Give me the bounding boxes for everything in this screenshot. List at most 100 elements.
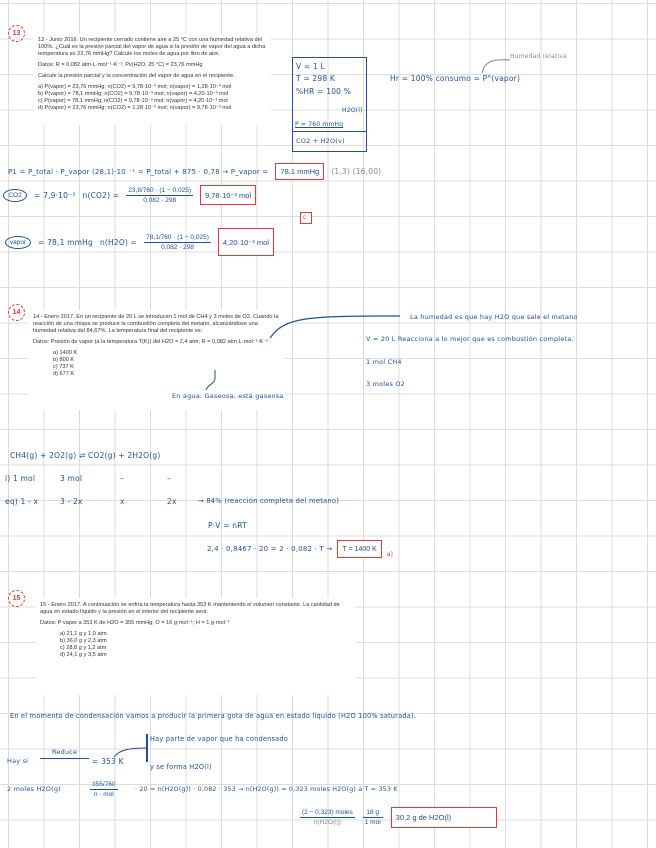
condensation-note: En el momento de condensación vamos a pr… [10, 712, 417, 720]
statement-data: Datos: R = 0,082 atm·L·mol⁻¹·K⁻¹; Pv(H2O… [38, 62, 203, 68]
result-box-vapor: 4,20·10⁻³ mol [217, 228, 274, 256]
denominator: 0,082 · 298 [161, 243, 194, 251]
bracket [146, 734, 148, 762]
co2-label: CO2 [3, 188, 27, 202]
annotation-hr: Hr = 100% consumo = P°(vapor) [390, 74, 521, 83]
moles-equation: · 20 = n(H2O(g)) · 0,082 · 353 → n(H2O(g… [135, 786, 398, 793]
statement-text: 13 - Junio 2016. Un recipiente cerrado c… [38, 37, 266, 57]
data-box [292, 57, 367, 152]
option-a: a) 21,1 g y 1,0 atm [60, 631, 107, 637]
option-b: b) 800 K [53, 357, 75, 363]
eq-note: → 84% (reacción completa del metano) [198, 497, 340, 505]
problem-14-statement: 14 - Enero 2017. En un recipiente de 20 … [28, 310, 285, 410]
temperature-value: = 353 K [92, 757, 124, 766]
pressure-fraction: 355/760 n · mol [90, 780, 118, 799]
vapor-label: vapor [5, 235, 31, 249]
statement-question: Calcule la presión parcial y la concentr… [38, 73, 235, 79]
answer-mark: a) [386, 551, 394, 558]
option-d: d) 24,1 g y 3,5 atm [60, 652, 107, 658]
co2-row: CO2 = 7,9·10⁻³ n(CO2) = 23,8/760 · (1 − … [3, 183, 257, 207]
annotation-relative-humidity: Humedad relativa [510, 53, 567, 60]
gray-note: (1,3) (16,00) [331, 167, 382, 176]
option-a: a) 1400 K [53, 350, 78, 356]
option-d: d) P(vapor) = 23,76 mmHg; n(CO2) = 1,28·… [38, 105, 232, 111]
initial-ch4: i) 1 mol [5, 474, 36, 483]
data-mixture: CO2 + H2O(v) [296, 137, 345, 145]
option-c: c) P(vapor) = 78,1 mmHg; n(CO2) = 9,78·1… [38, 98, 228, 104]
co2-prefix: n(CO2) = [82, 190, 120, 200]
note-o2: 3 moles O2 [366, 380, 406, 388]
problem-13-statement: 13 - Junio 2016. Un recipiente cerrado c… [33, 33, 271, 125]
denominator: n(H2O(l)) [313, 818, 341, 826]
note-liquid-forms: y se forma H2O(l) [150, 763, 212, 771]
divider [292, 131, 367, 132]
data-liquid: H2O(l) [342, 107, 363, 114]
result-box-liquid-water: 30,2 g de H2O(l) [390, 806, 497, 828]
option-c: c) 737 K [53, 364, 74, 370]
note-ch4: 1 mol CH4 [366, 358, 402, 366]
option-a: a) P(vapor) = 23,76 mmHg; n(CO2) = 9,78·… [38, 84, 232, 90]
eq-co2: x [120, 497, 125, 506]
note-humidity: La humedad es que hay H2O que sale el me… [410, 313, 578, 321]
arrow-curve [269, 315, 401, 339]
eq-o2: 3 - 2x [60, 497, 83, 506]
final-equation: 2,4 · 0,8467 · 20 = 2 · 0,082 · T → [207, 545, 333, 553]
data-pressure: P = 760 mmHg [295, 121, 344, 128]
numerator: (2 − 0,323) moles [300, 808, 355, 818]
data-temperature: T = 298 K [296, 74, 336, 83]
statement-data: Datos: Presión de vapor (a la temperatur… [33, 339, 268, 345]
data-humidity: %HR = 100 % [296, 87, 352, 96]
problem-number-13: 13 [8, 25, 25, 42]
numerator: 355/760 [90, 781, 118, 790]
vapor-prefix: n(H2O) = [99, 237, 138, 247]
option-d: d) 677 K [53, 371, 75, 377]
note-volume: V = 20 L Reacciona a lo mejor que es com… [366, 335, 574, 343]
note-gas: En agua: Gaseosa, está gaseosa [172, 392, 284, 400]
vapor-text: = 78,1 mmHg [38, 237, 93, 247]
option-b: b) P(vapor) = 78,1 mmHg; n(CO2) = 9,78·1… [38, 91, 229, 97]
vapor-row: vapor = 78,1 mmHg n(H2O) = 78,1/760 · (1… [5, 228, 274, 256]
initial-o2: 3 mol [60, 474, 83, 483]
arrow-curve [481, 59, 511, 74]
denominator: n · mol [93, 791, 114, 798]
problem-15-statement: 15 - Enero 2017. A continuación se enfrí… [35, 598, 355, 695]
label-moles: 2 moles H2O(g) [7, 785, 61, 793]
label-left: Hay si [7, 757, 29, 765]
ideal-gas-equation: P·V = nRT [208, 521, 247, 530]
arrow-down [205, 370, 216, 391]
statement-data: Datos: P vapor a 353 K de H2O = 355 mmHg… [40, 620, 230, 626]
initial-h2o: – [167, 474, 171, 483]
arrow-curve [113, 747, 147, 758]
pressure-equation: P1 = P_total · P_vapor (28,1)·10 ⁻¹ = P_… [8, 167, 269, 176]
problem-number-15: 15 [8, 590, 25, 607]
answer-mark: c [300, 212, 312, 224]
statement-text: 15 - Enero 2017. A continuación se enfrí… [40, 602, 340, 615]
problem-number-14: 14 [8, 304, 25, 321]
result-box-pressure: 78,1 mmHg [275, 163, 325, 180]
eq-h2o: 2x [167, 497, 177, 506]
final-row: 2,4 · 0,8467 · 20 = 2 · 0,082 · T → T = … [207, 540, 393, 558]
fraction-top: Reduce [40, 748, 90, 759]
note-condensed: Hay parte de vapor que ha condensado [150, 735, 288, 743]
numerator: 23,8/760 · (1 − 0,025) [126, 186, 193, 196]
co2-text: = 7,9·10⁻³ [34, 190, 76, 200]
vapor-fraction: 78,1/760 · (1 − 0,025) 0,082 · 298 [144, 233, 211, 252]
option-b: b) 36,0 g y 2,3 atm [60, 638, 107, 644]
reaction-equation: CH4(g) + 2O2(g) ⇌ CO2(g) + 2H2O(g) [10, 451, 161, 460]
numerator: 78,1/760 · (1 − 0,025) [144, 233, 211, 243]
result-box-temperature: T = 1400 K [337, 540, 382, 558]
liquid-fraction: (2 − 0,323) moles n(H2O(l)) [300, 808, 355, 827]
initial-co2: – [120, 474, 124, 483]
data-volume: V = 1 L [296, 62, 325, 71]
pressure-row: P1 = P_total · P_vapor (28,1)·10 ⁻¹ = P_… [8, 163, 381, 180]
denominator: 0,082 · 298 [143, 196, 177, 204]
statement-text: 14 - Enero 2017. En un recipiente de 20 … [33, 314, 279, 334]
eq-ch4: eq) 1 - x [5, 497, 39, 506]
numerator: 18 g [362, 808, 383, 818]
co2-fraction: 23,8/760 · (1 − 0,025) 0,082 · 298 [126, 186, 193, 205]
result-box-co2: 9,78·10⁻³ mol [200, 185, 257, 205]
option-c: c) 28,8 g y 1,2 atm [60, 645, 107, 651]
denominator: 1 mol [364, 818, 381, 826]
